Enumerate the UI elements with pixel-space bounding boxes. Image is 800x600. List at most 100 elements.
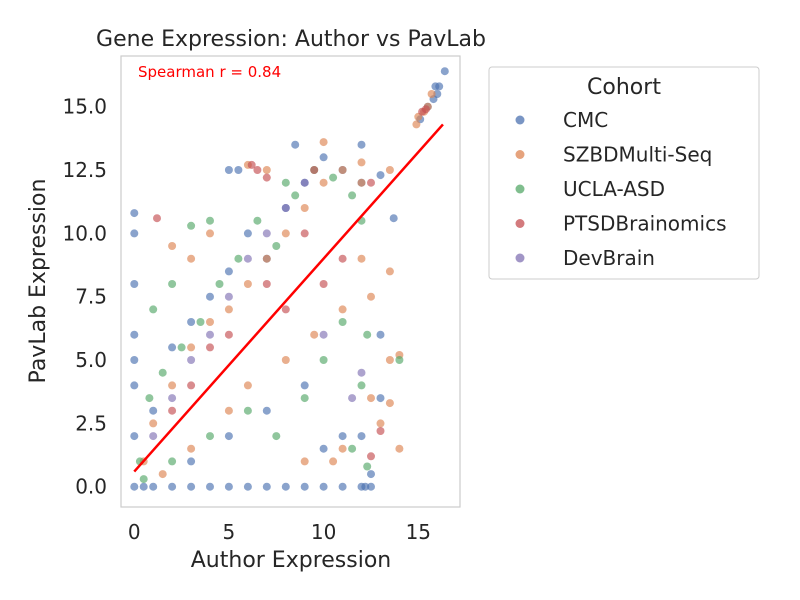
data-point-cmc bbox=[224, 267, 233, 276]
data-point-szbdmulti-seq bbox=[338, 305, 347, 314]
data-point-devbrain bbox=[281, 204, 290, 212]
points-layer bbox=[130, 67, 449, 491]
data-point-devbrain bbox=[168, 394, 177, 403]
legend-marker bbox=[515, 253, 525, 263]
data-point-cmc bbox=[376, 330, 385, 339]
legend-marker bbox=[515, 184, 525, 194]
data-point-cmc bbox=[357, 140, 366, 149]
legend-entry-label: DevBrain bbox=[563, 246, 655, 270]
x-tick-label: 0 bbox=[128, 520, 141, 544]
data-point-szbdmulti-seq bbox=[300, 204, 309, 212]
plot-frame bbox=[120, 55, 461, 508]
data-point-ucla-asd bbox=[145, 394, 154, 403]
data-point-szbdmulti-seq bbox=[367, 394, 375, 403]
data-point-ptsdbrainomics bbox=[281, 305, 290, 314]
data-point-ucla-asd bbox=[272, 242, 281, 250]
data-point-cmc bbox=[262, 406, 271, 415]
data-point-cmc bbox=[389, 214, 398, 223]
data-point-devbrain bbox=[206, 330, 214, 339]
data-point-cmc bbox=[130, 432, 139, 441]
data-point-szbdmulti-seq bbox=[168, 242, 177, 250]
y-axis-ticks: 0.0 2.5 5.0 7.5 10.0 12.5 15.0 bbox=[62, 95, 107, 499]
data-point-szbdmulti-seq bbox=[319, 178, 328, 187]
legend-entry-label: CMC bbox=[563, 108, 608, 132]
data-point-ptsdbrainomics bbox=[367, 178, 375, 187]
data-point-devbrain bbox=[187, 356, 196, 364]
data-point-ptsdbrainomics bbox=[300, 229, 309, 238]
data-point-cmc bbox=[291, 140, 300, 149]
data-point-szbdmulti-seq bbox=[329, 457, 338, 466]
data-point-ptsdbrainomics bbox=[262, 173, 271, 182]
data-point-ptsdbrainomics bbox=[253, 166, 262, 174]
data-point-ucla-asd bbox=[215, 280, 224, 288]
x-tick-label: 5 bbox=[223, 520, 236, 544]
data-point-ptsdbrainomics bbox=[206, 343, 214, 352]
legend-frame bbox=[488, 66, 760, 280]
data-point-cmc bbox=[149, 406, 158, 415]
data-point-ptsdbrainomics bbox=[262, 280, 271, 288]
data-point-cmc bbox=[234, 166, 243, 174]
data-point-cmc bbox=[130, 356, 139, 364]
data-point-szbdmulti-seq bbox=[206, 318, 214, 326]
data-point-devbrain bbox=[319, 330, 328, 339]
data-point-szbdmulti-seq bbox=[224, 406, 233, 415]
data-point-cmc bbox=[187, 318, 196, 326]
data-point-devbrain bbox=[262, 229, 271, 238]
data-point-ucla-asd bbox=[319, 356, 328, 364]
data-point-cmc bbox=[357, 432, 366, 441]
chart-title: Gene Expression: Author vs PavLab bbox=[96, 27, 486, 52]
data-point-devbrain bbox=[224, 292, 233, 301]
data-point-cmc bbox=[319, 444, 328, 453]
data-point-cmc bbox=[206, 482, 214, 491]
legend-entries: CMC SZBDMulti-Seq UCLA-ASD PTSDBrainomics De… bbox=[515, 108, 727, 270]
data-point-szbdmulti-seq bbox=[367, 292, 375, 301]
data-point-ucla-asd bbox=[253, 216, 262, 225]
data-point-cmc bbox=[361, 482, 370, 491]
y-axis-label: PavLab Expression bbox=[26, 179, 51, 384]
data-point-cmc bbox=[224, 166, 233, 174]
data-point-ucla-asd bbox=[300, 394, 309, 403]
data-point-cmc bbox=[130, 209, 139, 218]
data-point-ucla-asd bbox=[291, 191, 300, 200]
data-point-ucla-asd bbox=[357, 381, 366, 390]
data-point-ptsdbrainomics bbox=[168, 406, 177, 415]
data-point-ptsdbrainomics bbox=[376, 427, 385, 435]
data-point-cmc bbox=[130, 330, 139, 339]
data-point-cmc bbox=[130, 381, 139, 390]
data-point-szbdmulti-seq bbox=[262, 254, 271, 263]
data-point-szbdmulti-seq bbox=[300, 457, 309, 466]
data-point-cmc bbox=[433, 90, 442, 98]
data-point-cmc bbox=[376, 171, 385, 180]
data-point-ucla-asd bbox=[363, 462, 372, 471]
data-point-szbdmulti-seq bbox=[281, 356, 290, 364]
data-point-szbdmulti-seq bbox=[427, 90, 436, 98]
data-point-szbdmulti-seq bbox=[243, 381, 252, 390]
data-point-szbdmulti-seq bbox=[168, 381, 177, 390]
data-point-cmc bbox=[367, 470, 375, 479]
data-point-cmc bbox=[376, 394, 385, 403]
data-point-cmc bbox=[187, 457, 196, 466]
data-point-szbdmulti-seq bbox=[187, 343, 196, 352]
data-point-cmc bbox=[300, 381, 309, 390]
data-point-cmc bbox=[243, 229, 252, 238]
data-point-szbdmulti-seq bbox=[149, 419, 158, 428]
y-tick-label: 0.0 bbox=[75, 475, 107, 499]
data-point-ucla-asd bbox=[168, 457, 177, 466]
data-point-szbdmulti-seq bbox=[319, 138, 328, 147]
data-point-ptsdbrainomics bbox=[247, 160, 256, 169]
data-point-ptsdbrainomics bbox=[338, 254, 347, 263]
data-point-cmc bbox=[224, 432, 233, 441]
legend-marker bbox=[515, 150, 525, 159]
data-point-cmc bbox=[338, 432, 347, 441]
legend-marker bbox=[515, 219, 525, 228]
data-point-cmc bbox=[187, 482, 196, 491]
data-point-szbdmulti-seq bbox=[206, 229, 214, 238]
data-point-cmc bbox=[440, 67, 449, 76]
data-point-cmc bbox=[168, 482, 177, 491]
data-point-cmc bbox=[338, 482, 347, 491]
data-point-szbdmulti-seq bbox=[395, 444, 404, 453]
y-tick-label: 2.5 bbox=[75, 411, 107, 435]
x-axis-label: Author Expression bbox=[191, 548, 391, 573]
data-point-ucla-asd bbox=[177, 343, 186, 352]
data-point-cmc bbox=[435, 82, 444, 91]
